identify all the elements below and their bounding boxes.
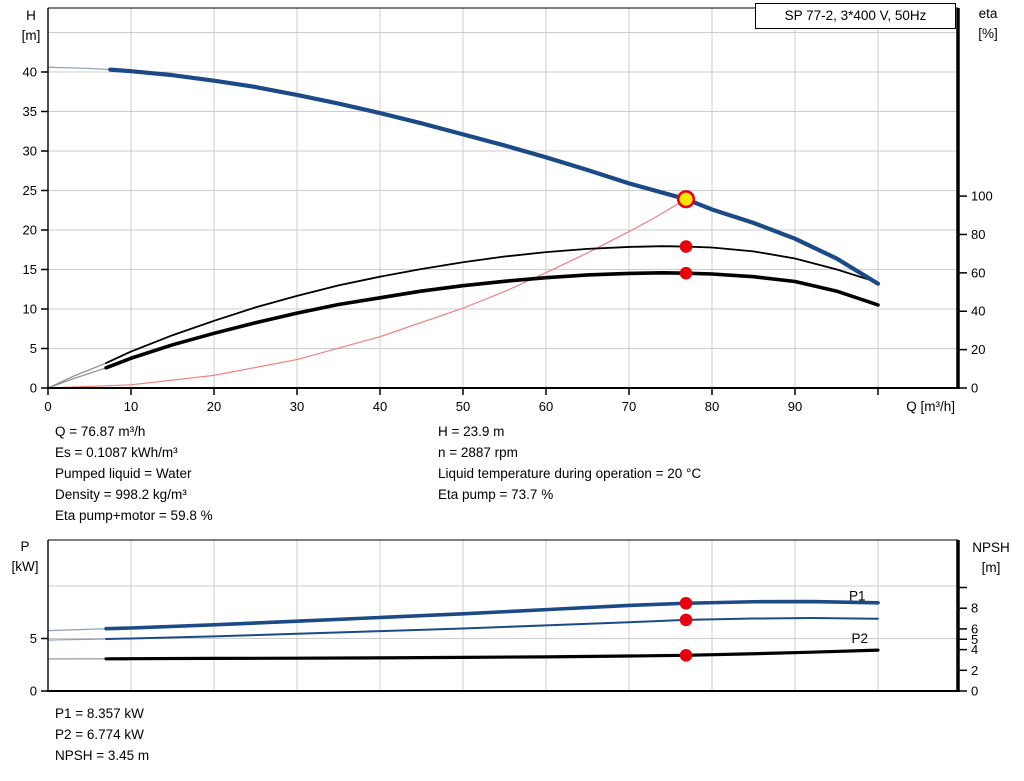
tick-label: 8: [971, 601, 978, 616]
tick-label: 40: [373, 399, 387, 414]
p1-curve-label: P1: [849, 589, 866, 604]
tick-label: 80: [971, 227, 985, 242]
eta-pump-point: [679, 240, 693, 253]
tick-label: 0: [30, 684, 37, 699]
tick-label: 5: [971, 632, 978, 647]
info-line-q: Q = 76.87 m³/h: [55, 424, 146, 439]
tick-label: 20: [207, 399, 221, 414]
y-right-axis-title: eta: [979, 6, 998, 21]
x-axis-title: Q [m³/h]: [906, 399, 955, 414]
tick-label: 0: [971, 684, 978, 699]
tick-label: 35: [23, 104, 37, 119]
result-line-p2: P2 = 6.774 kW: [55, 727, 144, 742]
p1-curve: [104, 599, 880, 631]
y-left-axis-title: P: [20, 539, 29, 554]
y-left-axis-title-unit: [kW]: [12, 559, 39, 574]
p2-point: [679, 613, 693, 627]
tick-label: 30: [23, 143, 37, 158]
y-right-axis-title: NPSH: [972, 540, 1010, 555]
result-line-npsh: NPSH = 3.45 m: [55, 748, 150, 763]
result-line-p1: P1 = 8.357 kW: [55, 706, 144, 721]
info-line-speed: n = 2887 rpm: [438, 445, 518, 460]
pump-type-label: SP 77-2, 3*400 V, 50Hz: [755, 3, 956, 29]
tick-label: 5: [30, 631, 37, 646]
tick-label: 20: [971, 342, 985, 357]
tick-label: 50: [456, 399, 470, 414]
info-line-eta-pump: Eta pump = 73.7 %: [438, 487, 554, 502]
tick-label: 20: [23, 222, 37, 237]
tick-label: 0: [971, 381, 978, 396]
tick-label: 70: [622, 399, 636, 414]
head-curve: [108, 67, 881, 286]
tick-label: 40: [23, 64, 37, 79]
info-line-eta-pump-motor: Eta pump+motor = 59.8 %: [55, 508, 213, 523]
tick-label: 40: [971, 304, 985, 319]
tick-label: 60: [539, 399, 553, 414]
tick-label: 10: [124, 399, 138, 414]
duty-info-left-column: Q = 76.87 m³/h Es = 0.1087 kWh/m³ Pumped…: [55, 421, 213, 526]
tick-label: 4: [971, 642, 978, 657]
duty-info-right-column: H = 23.9 m n = 2887 rpm Liquid temperatu…: [438, 421, 701, 505]
info-line-temperature: Liquid temperature during operation = 20…: [438, 466, 702, 481]
eta-pump-motor-curve: [104, 271, 880, 370]
tick-label: 2: [971, 663, 978, 678]
tick-label: 90: [788, 399, 802, 414]
y-left-axis-title: H: [26, 8, 36, 23]
tick-label: 60: [971, 265, 985, 280]
tick-label: 25: [23, 183, 37, 198]
tick-label: 80: [705, 399, 719, 414]
npsh-curve: [104, 648, 880, 661]
tick-label: 15: [23, 262, 37, 277]
tick-label: 10: [23, 301, 37, 316]
p2-curve-label: P2: [851, 631, 868, 646]
tick-label: 5: [30, 341, 37, 356]
tick-label: 100: [971, 189, 993, 204]
tick-label: 30: [290, 399, 304, 414]
info-line-es: Es = 0.1087 kWh/m³: [55, 445, 178, 460]
system-curve: [47, 198, 687, 389]
tick-label: 6: [971, 621, 978, 636]
npsh-point: [679, 648, 693, 662]
tick-label: 0: [44, 399, 51, 414]
head-efficiency-chart: 0 10 20 30 40 50 60 70 80 90 Q [m³/h] 0 5 10 15 20 25 30 3…: [22, 6, 998, 414]
p1-point: [679, 596, 693, 610]
y-right-axis-title-unit: [%]: [978, 26, 998, 41]
y-right-axis-title-unit: [m]: [982, 560, 1001, 575]
y-left-axis-title-unit: [m]: [22, 28, 41, 43]
info-line-density: Density = 998.2 kg/m³: [55, 487, 187, 502]
info-line-h: H = 23.9 m: [438, 424, 505, 439]
info-line-liquid: Pumped liquid = Water: [55, 466, 192, 481]
results-column: P1 = 8.357 kW P2 = 6.774 kW NPSH = 3.45 …: [55, 703, 149, 766]
tick-label: 0: [30, 381, 37, 396]
eta-pump-curve: [105, 245, 879, 364]
eta-pump-motor-point: [679, 266, 693, 280]
duty-point: [676, 190, 696, 209]
p2-curve: [105, 617, 879, 641]
